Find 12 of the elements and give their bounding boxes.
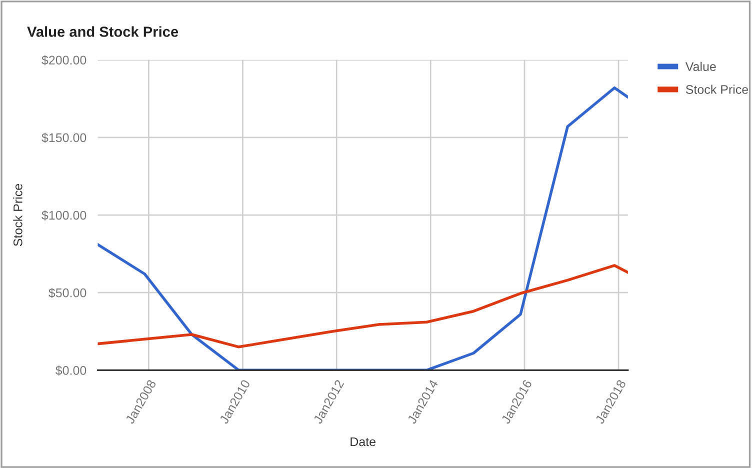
y-tick-label: $150.00 — [42, 132, 86, 143]
legend-label: Value — [685, 62, 716, 72]
y-tick-label: $200.00 — [42, 55, 86, 66]
line-series — [98, 86, 628, 370]
legend-label: Stock Price — [686, 84, 748, 94]
y-tick-label: $0.00 — [56, 365, 86, 376]
y-axis-title: Stock Price — [13, 184, 22, 246]
y-tick-label: $100.00 — [42, 210, 86, 220]
chart-title: Value and Stock Price — [27, 26, 178, 37]
line-series — [98, 264, 628, 348]
y-tick-label: $50.00 — [48, 288, 86, 298]
x-axis-title: Date — [350, 437, 376, 446]
